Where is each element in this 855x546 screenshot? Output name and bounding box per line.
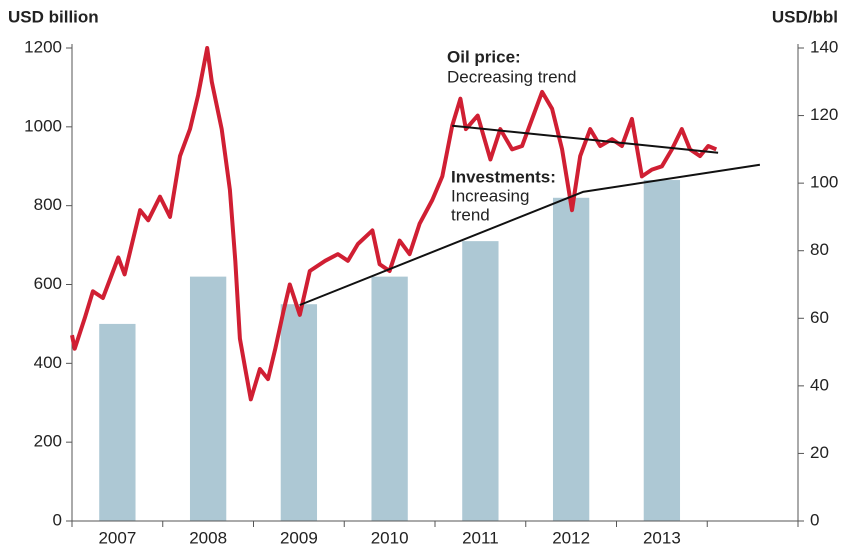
- y2-tick-label: 100: [810, 173, 838, 192]
- bar: [552, 197, 590, 522]
- y2-tick-label: 140: [810, 37, 838, 56]
- y2-tick-label: 60: [810, 308, 829, 327]
- annotation: Oil price:: [447, 47, 521, 66]
- bar: [280, 304, 318, 521]
- bar: [99, 323, 136, 521]
- y2-tick-label: 40: [810, 375, 829, 394]
- y-tick-label: 1000: [24, 116, 62, 135]
- y-tick-label: 0: [53, 510, 62, 529]
- y2-axis-title: USD/bbl: [772, 7, 838, 26]
- y2-tick-label: 20: [810, 443, 829, 462]
- annotation: Decreasing trend: [447, 67, 576, 86]
- annotation: trend: [451, 205, 490, 224]
- bar: [189, 276, 227, 521]
- x-tick-label: 2010: [371, 528, 409, 546]
- annotation: Increasing: [451, 186, 529, 205]
- bar: [371, 276, 408, 521]
- x-tick-label: 2012: [552, 528, 590, 546]
- y2-tick-label: 0: [810, 510, 819, 529]
- trend-line: [299, 163, 761, 306]
- trend-line: [452, 124, 719, 154]
- x-tick-label: 2007: [98, 528, 136, 546]
- bar: [643, 180, 681, 521]
- y-tick-label: 200: [34, 432, 62, 451]
- annotation: Investments:: [451, 167, 556, 186]
- x-tick-label: 2011: [462, 528, 499, 546]
- x-tick-label: 2008: [189, 528, 227, 546]
- y-tick-label: 400: [34, 353, 62, 372]
- y-tick-label: 600: [34, 274, 62, 293]
- y-axis-title: USD billion: [8, 7, 99, 26]
- y-tick-label: 1200: [24, 37, 62, 56]
- bar: [462, 241, 499, 521]
- x-tick-label: 2009: [280, 528, 318, 546]
- y-tick-label: 800: [34, 195, 62, 214]
- x-tick-label: 2013: [643, 528, 681, 546]
- y2-tick-label: 120: [810, 105, 838, 124]
- y2-tick-label: 80: [810, 240, 829, 259]
